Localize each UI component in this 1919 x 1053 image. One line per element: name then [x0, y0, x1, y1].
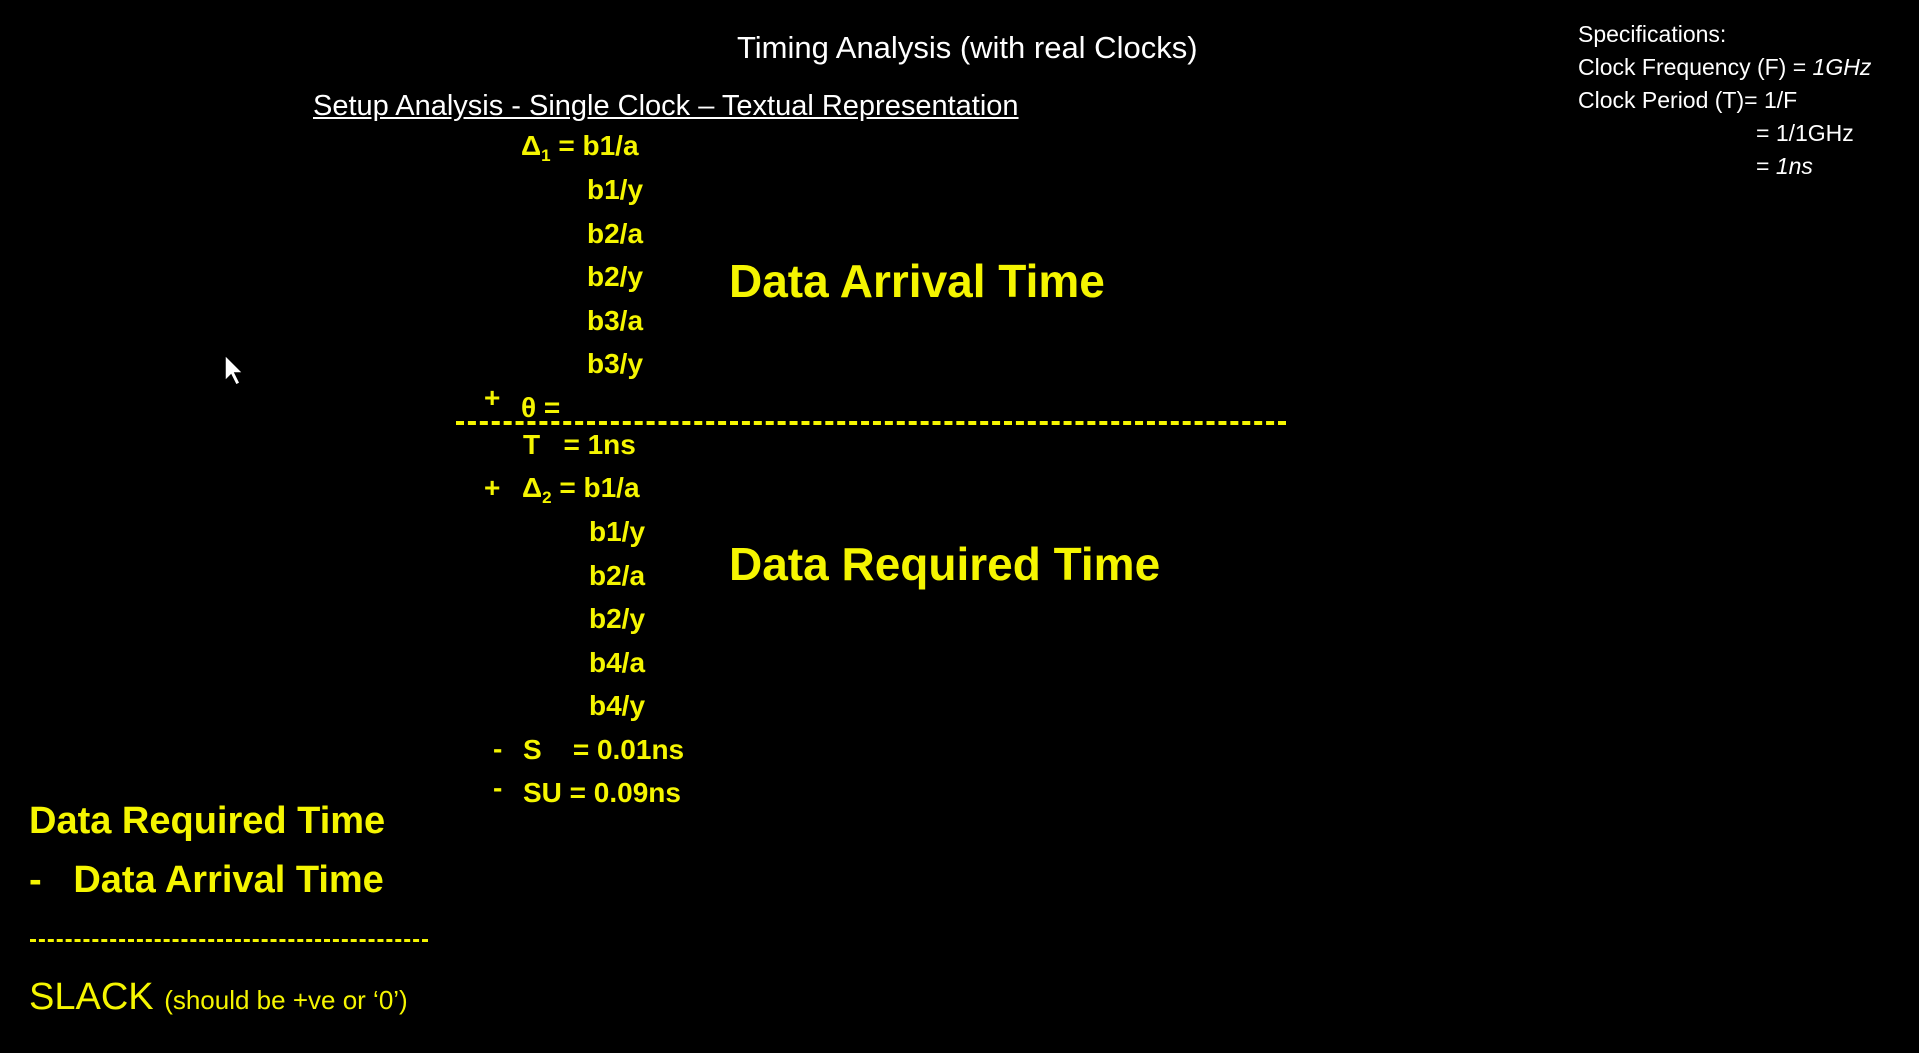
- required-item: b1/y: [589, 516, 646, 547]
- slack-line: SLACK (should be +ve or ‘0’): [29, 976, 408, 1018]
- required-item: b2/a: [589, 560, 646, 591]
- required-item: b4/y: [589, 690, 646, 721]
- arrival-plus: +: [484, 382, 501, 413]
- specs-frequency: Clock Frequency (F) = 1GHz: [1578, 54, 1872, 80]
- specifications-panel: Specifications: Clock Frequency (F) = 1G…: [1578, 18, 1871, 183]
- dashed-divider: [456, 421, 1286, 425]
- mouse-pointer-icon: [224, 353, 245, 387]
- summary-arrival-line: - Data Arrival Time: [29, 859, 384, 901]
- required-plus: +: [484, 472, 501, 503]
- summary-required: Data Required Time: [29, 800, 386, 842]
- arrival-item: b2/y: [587, 261, 644, 292]
- specs-period-step: = 1/1GHz: [1756, 120, 1854, 146]
- page-title: Timing Analysis (with real Clocks): [737, 30, 1198, 65]
- section-subtitle: Setup Analysis - Single Clock – Textual …: [313, 90, 1019, 122]
- summary-rule: [30, 939, 428, 942]
- specs-period-result: = 1ns: [1756, 153, 1813, 179]
- specs-period: Clock Period (T)= 1/F: [1578, 87, 1798, 113]
- arrival-item: b1/y: [587, 174, 644, 205]
- required-delta-line: Δ2 = b1/a: [522, 472, 640, 507]
- required-item: b4/a: [589, 647, 646, 678]
- required-skew-line: S = 0.01ns: [523, 734, 685, 765]
- arrival-item: b2/a: [587, 218, 644, 249]
- required-setup-line: SU = 0.09ns: [523, 777, 681, 808]
- arrival-theta-line: θ =: [521, 392, 561, 423]
- arrival-time-label: Data Arrival Time: [729, 255, 1105, 307]
- required-minus-skew: -: [493, 733, 503, 764]
- arrival-item: b3/y: [587, 348, 644, 379]
- arrival-item: b3/a: [587, 305, 644, 336]
- required-minus-setup: -: [493, 772, 503, 803]
- required-item: b2/y: [589, 603, 646, 634]
- arrival-delta-line: Δ1 = b1/a: [521, 130, 639, 165]
- required-time-label: Data Required Time: [729, 538, 1161, 590]
- required-period-line: T = 1ns: [523, 429, 636, 460]
- specs-heading: Specifications:: [1578, 21, 1727, 47]
